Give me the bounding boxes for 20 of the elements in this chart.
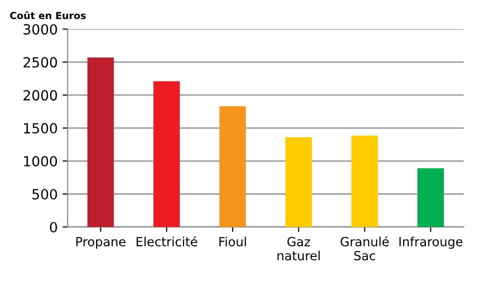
y-tick-label: 500 xyxy=(32,188,57,200)
x-tick-label: Granulé Sac xyxy=(340,236,389,260)
y-tick-label: 3000 xyxy=(24,24,57,35)
y-tick-label: 0 xyxy=(50,222,57,232)
bar xyxy=(219,106,246,227)
y-tick-label: 1000 xyxy=(24,156,57,166)
y-tick-label: 2500 xyxy=(24,57,57,68)
bar xyxy=(417,168,444,227)
bar xyxy=(87,57,114,227)
bar xyxy=(351,136,378,227)
bar xyxy=(153,81,180,227)
x-tick-label: Fioul xyxy=(219,236,246,246)
x-tick-label: Electricité xyxy=(136,236,198,246)
y-tick-label: 2000 xyxy=(24,90,57,101)
bar xyxy=(285,137,312,227)
x-tick-label: Propane xyxy=(76,237,126,249)
x-tick-label: Gaz naturel xyxy=(278,236,320,260)
y-tick-label: 1500 xyxy=(24,123,57,134)
y-axis-title: Coût en Euros xyxy=(10,11,86,20)
x-tick-label: Infrarouge xyxy=(399,236,462,249)
